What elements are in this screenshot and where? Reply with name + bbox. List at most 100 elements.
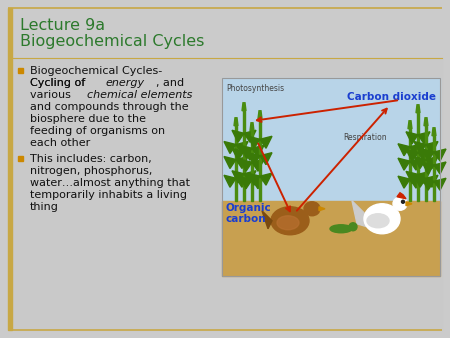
Polygon shape <box>418 171 430 183</box>
Polygon shape <box>232 130 244 142</box>
Text: nitrogen, phosphorus,: nitrogen, phosphorus, <box>30 166 153 176</box>
Polygon shape <box>236 156 248 169</box>
Text: thing: thing <box>30 202 59 212</box>
Polygon shape <box>434 162 446 174</box>
Polygon shape <box>426 156 438 169</box>
Polygon shape <box>352 201 367 227</box>
Polygon shape <box>418 132 430 144</box>
Bar <box>18 156 23 161</box>
Bar <box>433 136 435 201</box>
Text: each other: each other <box>30 138 90 148</box>
Polygon shape <box>232 148 244 160</box>
Polygon shape <box>422 149 434 161</box>
Polygon shape <box>234 118 238 126</box>
Polygon shape <box>244 130 256 142</box>
Text: Carbon dioxide: Carbon dioxide <box>347 92 436 102</box>
Bar <box>18 68 23 73</box>
Polygon shape <box>424 118 428 126</box>
Text: biosphere due to the: biosphere due to the <box>30 114 146 124</box>
Polygon shape <box>240 177 252 189</box>
Bar <box>222 201 440 276</box>
Text: Cycling of: Cycling of <box>30 78 89 88</box>
Bar <box>425 126 427 201</box>
Text: Organic
carbon: Organic carbon <box>226 203 272 224</box>
Polygon shape <box>426 175 438 187</box>
Bar <box>222 78 440 276</box>
Polygon shape <box>410 176 422 188</box>
Polygon shape <box>434 178 446 190</box>
Text: Biogeochemical Cycles-: Biogeochemical Cycles- <box>30 66 162 76</box>
Polygon shape <box>240 159 252 171</box>
Text: Respiration: Respiration <box>343 133 387 142</box>
Text: Biogeochemical Cycles: Biogeochemical Cycles <box>20 34 204 49</box>
Polygon shape <box>258 111 262 119</box>
Polygon shape <box>248 136 260 148</box>
Polygon shape <box>252 145 264 157</box>
Bar <box>243 111 245 201</box>
Text: water…almost anything that: water…almost anything that <box>30 178 190 188</box>
Polygon shape <box>240 145 252 157</box>
Polygon shape <box>418 149 430 161</box>
Text: Cycling of: Cycling of <box>30 78 89 88</box>
Polygon shape <box>224 175 236 187</box>
Ellipse shape <box>304 202 320 216</box>
Polygon shape <box>252 177 264 189</box>
Polygon shape <box>434 149 446 161</box>
Text: temporarily inhabits a living: temporarily inhabits a living <box>30 190 187 200</box>
Polygon shape <box>432 128 436 136</box>
Ellipse shape <box>277 216 299 230</box>
Ellipse shape <box>364 204 400 234</box>
Bar <box>235 126 237 201</box>
Polygon shape <box>232 171 244 183</box>
Ellipse shape <box>271 207 309 235</box>
Ellipse shape <box>393 197 407 210</box>
Polygon shape <box>262 211 272 229</box>
Polygon shape <box>319 207 325 211</box>
Polygon shape <box>260 173 272 185</box>
Polygon shape <box>406 171 418 183</box>
Polygon shape <box>414 175 426 187</box>
Text: various: various <box>30 90 74 100</box>
Polygon shape <box>406 149 418 161</box>
Polygon shape <box>406 132 418 144</box>
Polygon shape <box>398 158 410 170</box>
Polygon shape <box>242 103 246 111</box>
Polygon shape <box>260 136 272 148</box>
Text: Lecture 9a: Lecture 9a <box>20 18 105 33</box>
Polygon shape <box>414 142 426 153</box>
Polygon shape <box>236 142 248 153</box>
Polygon shape <box>398 144 410 156</box>
Text: chemical elements: chemical elements <box>87 90 193 100</box>
Polygon shape <box>410 158 422 170</box>
Bar <box>8 8 12 330</box>
Polygon shape <box>414 156 426 169</box>
Text: energy: energy <box>106 78 145 88</box>
Polygon shape <box>422 162 434 174</box>
Polygon shape <box>224 156 236 169</box>
Polygon shape <box>244 171 256 183</box>
Ellipse shape <box>330 225 352 233</box>
Polygon shape <box>260 153 272 165</box>
Polygon shape <box>244 148 256 160</box>
Text: feeding of organisms on: feeding of organisms on <box>30 126 165 136</box>
Polygon shape <box>398 176 410 188</box>
Polygon shape <box>422 178 434 190</box>
Polygon shape <box>252 159 264 171</box>
Polygon shape <box>408 121 412 129</box>
Bar <box>251 131 253 201</box>
Bar <box>417 113 419 201</box>
Circle shape <box>349 223 357 231</box>
Text: , and: , and <box>156 78 184 88</box>
Ellipse shape <box>367 214 389 228</box>
Polygon shape <box>397 193 406 199</box>
Polygon shape <box>410 144 422 156</box>
Bar <box>12 58 442 330</box>
Bar <box>259 119 261 201</box>
Polygon shape <box>250 123 254 131</box>
Polygon shape <box>236 175 248 187</box>
Polygon shape <box>406 202 412 206</box>
Bar <box>409 129 411 201</box>
Text: and compounds through the: and compounds through the <box>30 102 189 112</box>
Polygon shape <box>248 173 260 185</box>
Polygon shape <box>248 153 260 165</box>
